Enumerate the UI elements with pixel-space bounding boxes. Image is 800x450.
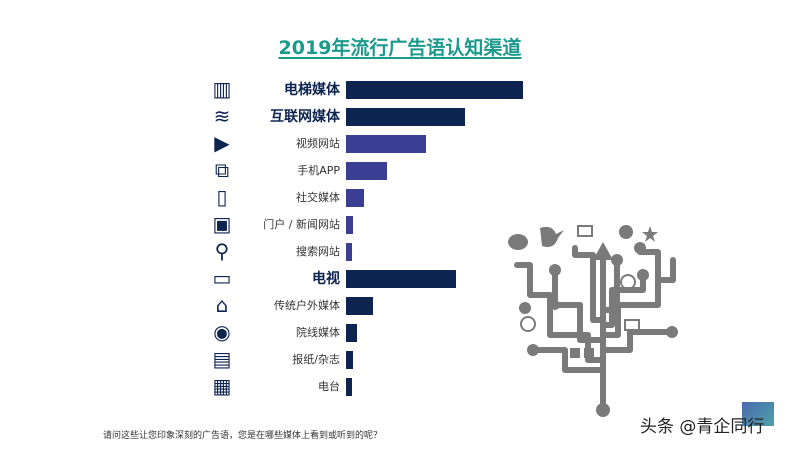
app-icon: ⧉: [214, 158, 230, 182]
category-label: 报纸/杂志: [292, 353, 340, 366]
zoom-in-icon: [520, 316, 536, 332]
tv-icon: ▭: [212, 266, 232, 290]
bar-10: [346, 351, 354, 369]
bar-8: [346, 297, 373, 315]
lightbulb-icon: [619, 225, 633, 239]
newspaper-icon: ▤: [212, 347, 232, 371]
chart-title-text: 2019年流行广告语认知渠道: [278, 37, 522, 59]
mail-icon-2: [624, 319, 640, 331]
billboard-icon: ⌂: [215, 293, 229, 317]
bar-11: [346, 378, 353, 396]
category-label: 电梯媒体: [284, 82, 340, 98]
at-icon: [620, 274, 636, 290]
bar-4: [346, 189, 364, 207]
social-phone-icon: ▯: [216, 185, 228, 209]
radio-icon: ▦: [212, 374, 232, 398]
browser-icon: ▣: [212, 212, 232, 236]
category-label: 院线媒体: [296, 326, 340, 339]
bar-3: [346, 162, 387, 180]
bar-0: [346, 81, 523, 99]
chat-bubble-icon: [508, 234, 528, 250]
category-label: 电视: [312, 271, 340, 287]
film-reel-icon: ◉: [213, 320, 231, 344]
building-icon: ▥: [212, 77, 232, 101]
bar-2: [346, 135, 426, 153]
survey-question: 请问这些让您印象深刻的广告语，您是在哪些媒体上看到或听到的呢？: [103, 431, 383, 441]
watermark: 头条 @青企同行: [640, 417, 765, 437]
arrow-up-icon: [593, 242, 613, 260]
category-label: 传统户外媒体: [274, 299, 340, 312]
category-label: 互联网媒体: [270, 109, 340, 125]
bird-icon: [540, 226, 564, 247]
bar-9: [346, 324, 357, 342]
rss-icon: [570, 348, 580, 358]
bar-1: [346, 108, 465, 126]
star-icon: [642, 226, 658, 242]
category-label: 门户 / 新闻网站: [263, 218, 340, 231]
wifi-icon: ≋: [213, 104, 231, 128]
media-tree-illustration: [508, 225, 678, 417]
category-label: 视频网站: [296, 137, 340, 150]
search-icon: ⚲: [214, 239, 230, 263]
bar-5: [346, 216, 354, 234]
category-label: 社交媒体: [296, 191, 340, 204]
user-icon: [584, 348, 594, 358]
bar-6: [346, 243, 353, 261]
chart-title: 2019年流行广告语认知渠道: [0, 33, 800, 60]
category-label: 电台: [318, 380, 340, 393]
bar-7: [346, 270, 456, 288]
category-label: 搜索网站: [296, 245, 340, 258]
mail-icon: [577, 225, 593, 237]
category-label: 手机APP: [297, 164, 340, 177]
watermark-logo: [742, 402, 774, 426]
play-icon: ▶: [214, 131, 230, 155]
